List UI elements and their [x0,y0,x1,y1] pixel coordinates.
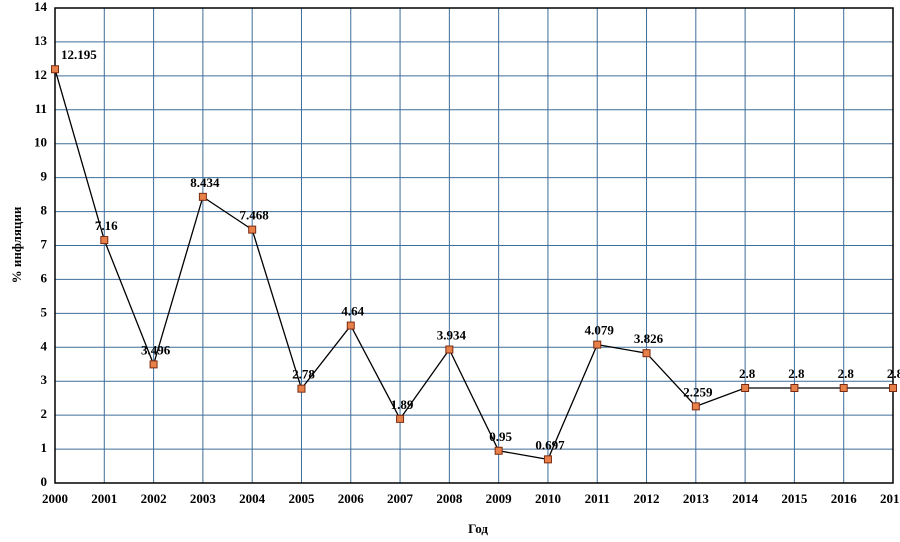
data-label: 3.934 [437,328,467,343]
x-tick-label: 2011 [585,491,610,506]
y-tick-label: 8 [41,203,48,218]
y-tick-label: 6 [41,270,48,285]
y-tick-label: 3 [41,372,48,387]
data-label: 2.8 [838,366,855,381]
x-tick-label: 2001 [91,491,117,506]
y-tick-label: 0 [41,474,48,489]
x-tick-label: 2012 [634,491,660,506]
x-tick-label: 2008 [436,491,463,506]
x-tick-label: 2015 [781,491,808,506]
x-tick-label: 2010 [535,491,561,506]
x-tick-label: 2002 [141,491,167,506]
point-marker [543,455,552,464]
y-tick-label: 13 [34,33,48,48]
x-tick-label: 2007 [387,491,414,506]
point-marker [494,446,503,455]
point-marker [839,384,848,392]
data-label: 0.95 [489,429,512,444]
point-marker [297,384,306,393]
x-tick-label: 2013 [683,491,710,506]
y-tick-label: 9 [41,169,48,184]
y-tick-label: 10 [34,135,47,150]
y-tick-label: 1 [41,440,48,455]
data-label: 4.64 [341,304,364,319]
data-label: 1.89 [391,397,414,412]
y-axis-label: % инфляции [9,206,24,283]
data-label: 2.259 [683,384,713,399]
data-label: 2.8 [887,366,900,381]
data-label: 3.826 [634,331,664,346]
point-marker [741,384,750,392]
point-marker [248,225,257,234]
point-marker [889,384,897,392]
data-label: 0.697 [535,437,565,452]
point-marker [149,360,158,369]
y-tick-label: 2 [41,406,48,421]
point-marker [790,384,799,392]
y-tick-label: 5 [41,304,48,319]
data-label: 7.16 [95,218,118,233]
data-label: 3.496 [141,342,171,357]
plot-frame [54,7,894,484]
x-tick-label: 2000 [42,491,68,506]
point-marker [642,349,651,358]
x-tick-label: 2004 [239,491,266,506]
x-tick-label: 2014 [732,491,759,506]
x-axis-label: Год [468,521,488,536]
y-tick-label: 7 [41,236,48,251]
x-tick-label: 2005 [288,491,315,506]
point-marker [593,340,602,349]
y-tick-label: 11 [35,101,47,116]
x-tick-label: 2009 [486,491,513,506]
x-tick-label: 2003 [190,491,217,506]
y-tick-label: 4 [41,338,48,353]
data-label: 2.8 [788,366,805,381]
data-label: 2.8 [739,366,756,381]
data-label: 7.468 [240,208,270,223]
point-marker [51,65,59,74]
x-tick-label: 2006 [338,491,365,506]
x-tick-label: 2016 [831,491,858,506]
point-marker [100,236,109,245]
data-label: 12.195 [61,47,97,62]
point-marker [691,402,700,411]
data-label: 8.434 [190,175,220,190]
x-tick-label: 2017 [880,491,900,506]
point-marker [396,414,405,423]
series-line [54,69,893,461]
y-tick-label: 14 [34,0,48,14]
data-label: 4.079 [585,323,615,338]
y-tick-label: 12 [34,67,47,82]
point-marker [445,345,454,354]
data-label: 2.78 [292,367,315,382]
point-marker [346,321,355,330]
point-marker [198,192,207,201]
